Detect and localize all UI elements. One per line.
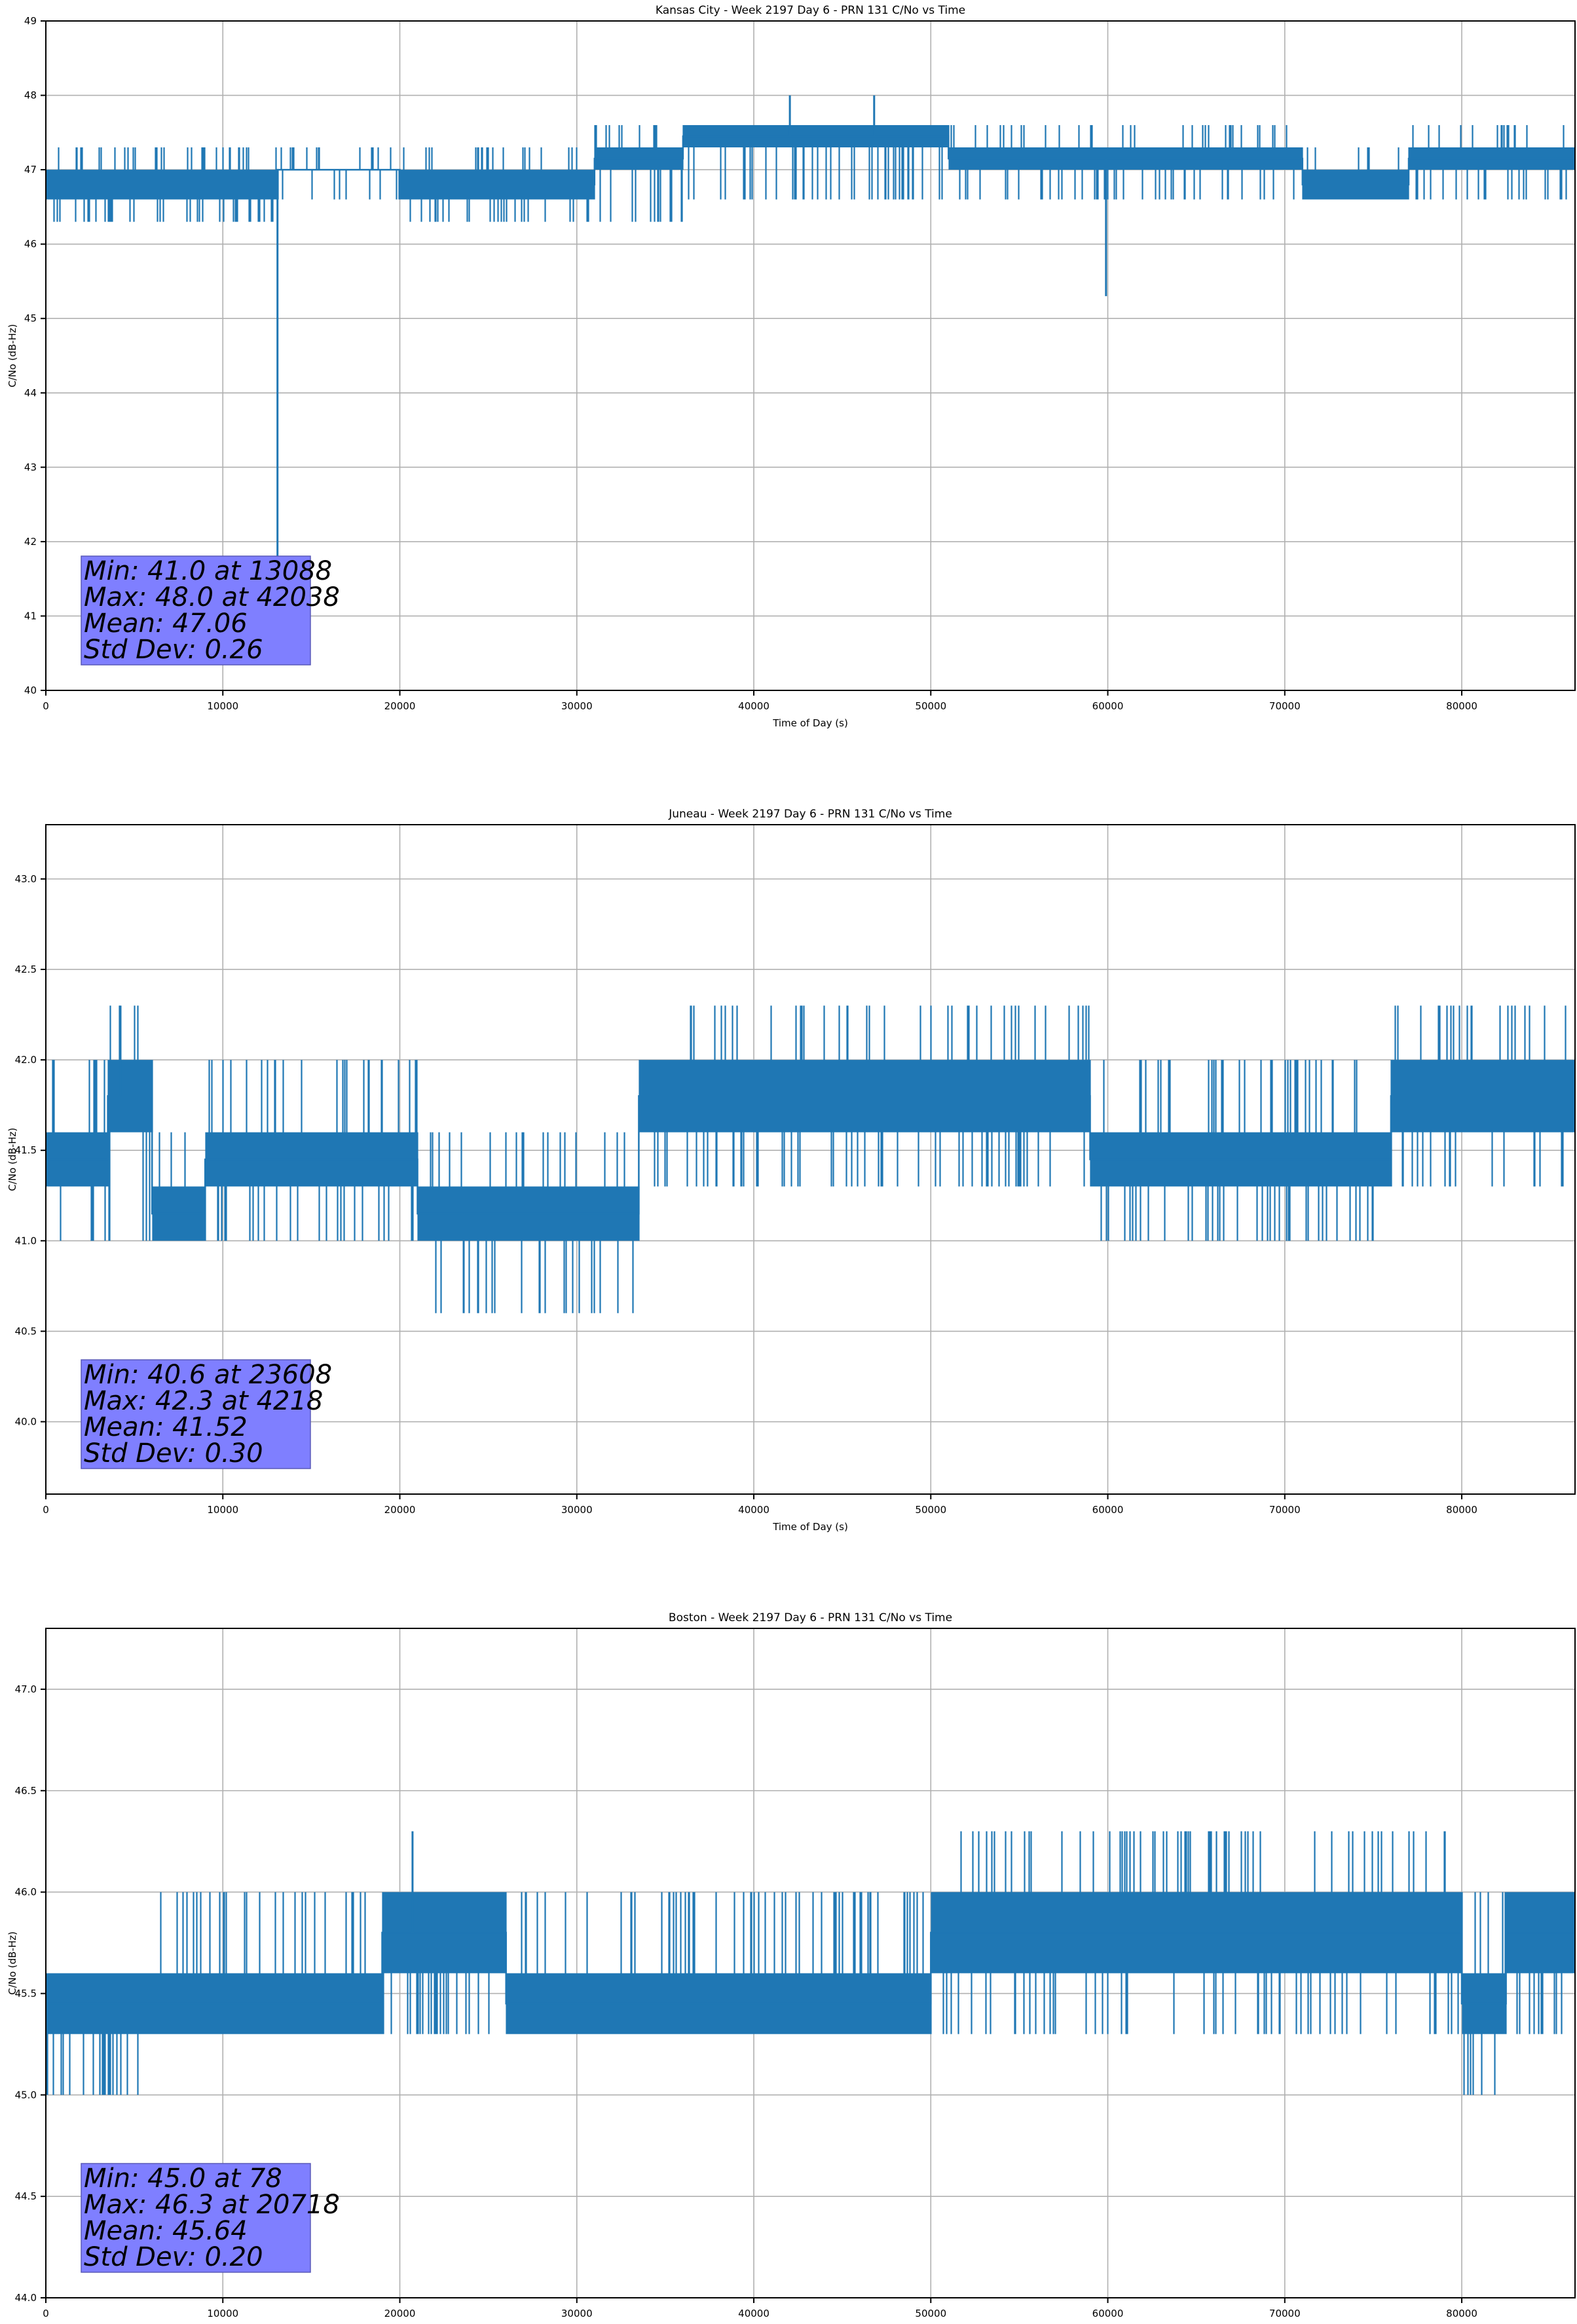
y-tick-label: 40.5: [15, 1325, 37, 1337]
x-tick-label: 30000: [561, 700, 593, 712]
series-trace: [46, 1095, 1575, 1215]
y-tick-label: 40: [24, 684, 37, 696]
x-tick-label: 40000: [738, 1504, 770, 1516]
x-tick-label: 30000: [561, 2308, 593, 2319]
x-tick-label: 10000: [207, 1504, 238, 1516]
x-tick-label: 30000: [561, 1504, 593, 1516]
series-line: [46, 95, 1575, 616]
x-tick-label: 20000: [384, 2308, 416, 2319]
x-tick-label: 60000: [1092, 2308, 1124, 2319]
series-band: [46, 1831, 1575, 2095]
y-tick-label: 46.0: [15, 1886, 37, 1898]
y-tick-label: 42.5: [15, 964, 37, 975]
y-tick-label: 42: [24, 536, 37, 548]
y-tick-label: 45.0: [15, 2089, 37, 2101]
y-axis-label: C/No (dB-Hz): [7, 1932, 18, 1995]
y-tick-label: 43.0: [15, 873, 37, 885]
x-tick-label: 0: [43, 700, 49, 712]
x-tick-label: 70000: [1269, 2308, 1301, 2319]
x-tick-label: 50000: [915, 700, 946, 712]
stats-line: Std Dev: 0.20: [84, 2242, 263, 2272]
stats-line: Min: 40.6 at 23608: [84, 1360, 332, 1390]
plot-frame: [45, 20, 1576, 691]
chart-1: 0 10000 20000 30000 40000 50000 60000 70000 8000…: [7, 808, 1576, 1533]
y-tick-label: 42.0: [15, 1054, 37, 1066]
stats-line: Mean: 45.64: [84, 2216, 248, 2246]
y-tick-label: 41.0: [15, 1235, 37, 1246]
chart-0: 0 10000 20000 30000 40000 50000 60000 70000 8000…: [7, 4, 1576, 729]
stats-box-bg: [81, 2163, 311, 2273]
chart-title: Kansas City - Week 2197 Day 6 - PRN 131 …: [656, 4, 965, 17]
x-tick-label: 50000: [915, 1504, 946, 1516]
x-tick-label: 0: [43, 2308, 49, 2319]
x-tick-label: 70000: [1269, 700, 1301, 712]
y-tick-label: 43: [24, 461, 37, 473]
stats-line: Std Dev: 0.30: [84, 1438, 263, 1469]
stats-line: Max: 42.3 at 4218: [84, 1386, 323, 1416]
x-tick-label: 70000: [1269, 1504, 1301, 1516]
series-trace: [46, 135, 1575, 186]
x-tick-label: 0: [43, 1504, 49, 1516]
chart-title: Juneau - Week 2197 Day 6 - PRN 131 C/No …: [668, 808, 952, 821]
stats-line: Min: 45.0 at 78: [84, 2164, 282, 2194]
x-tick-label: 80000: [1446, 700, 1477, 712]
x-tick-label: 20000: [384, 700, 416, 712]
stats-box-bg: [81, 1359, 311, 1469]
x-tick-label: 40000: [738, 2308, 770, 2319]
x-tick-label: 20000: [384, 1504, 416, 1516]
y-tick-label: 44.5: [15, 2190, 37, 2202]
y-tick-label: 45: [24, 312, 37, 324]
series-band: [46, 125, 1575, 222]
y-tick-label: 45.5: [15, 1987, 37, 1999]
x-tick-label: 10000: [207, 2308, 238, 2319]
y-axis-label: C/No (dB-Hz): [7, 324, 18, 388]
series-line: [46, 1831, 1575, 2095]
x-tick-label: 80000: [1446, 1504, 1477, 1516]
chart-title: Boston - Week 2197 Day 6 - PRN 131 C/No …: [669, 1611, 952, 1624]
y-tick-label: 46.5: [15, 1785, 37, 1797]
stats-line: Max: 48.0 at 42038: [84, 582, 340, 612]
series-line: [46, 1005, 1575, 1313]
y-tick-label: 49: [24, 15, 37, 27]
stats-line: Min: 41.0 at 13088: [84, 556, 332, 586]
y-tick-label: 41.5: [15, 1144, 37, 1156]
x-tick-label: 80000: [1446, 2308, 1477, 2319]
y-tick-label: 44: [24, 387, 37, 399]
x-tick-label: 60000: [1092, 700, 1124, 712]
stats-box-bg: [81, 555, 311, 665]
x-tick-label: 50000: [915, 2308, 946, 2319]
y-axis-label: C/No (dB-Hz): [7, 1128, 18, 1191]
stats-line: Std Dev: 0.26: [84, 635, 263, 665]
stats-line: Mean: 41.52: [84, 1412, 248, 1442]
x-tick-label: 60000: [1092, 1504, 1124, 1516]
plot-frame: [45, 1628, 1576, 2298]
stats-line: Mean: 47.06: [84, 609, 248, 639]
stats-line: Max: 46.3 at 20718: [84, 2190, 340, 2220]
y-tick-label: 48: [24, 90, 37, 102]
y-tick-label: 47: [24, 164, 37, 176]
series-trace: [46, 1932, 1575, 2005]
x-axis-label: Time of Day (s): [772, 1521, 848, 1533]
plot-frame: [45, 824, 1576, 1495]
x-axis-label: Time of Day (s): [772, 717, 848, 729]
chart-2: 0 10000 20000 30000 40000 50000 60000 70000 8000…: [7, 1611, 1576, 2319]
x-tick-label: 10000: [207, 700, 238, 712]
y-tick-label: 44.0: [15, 2292, 37, 2304]
y-tick-label: 46: [24, 238, 37, 250]
y-tick-label: 40.0: [15, 1416, 37, 1428]
y-tick-label: 41: [24, 610, 37, 622]
x-tick-label: 40000: [738, 700, 770, 712]
y-tick-label: 47.0: [15, 1683, 37, 1695]
